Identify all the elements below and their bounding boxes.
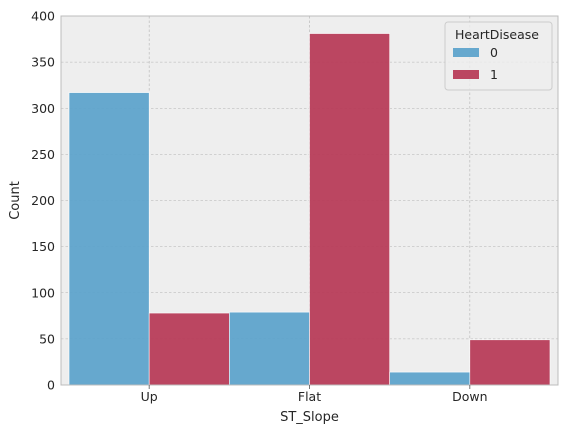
- legend-title: HeartDisease: [455, 27, 539, 42]
- legend-label-1: 1: [490, 67, 498, 82]
- y-tick-label: 100: [31, 285, 55, 300]
- bar-flat-series-1: [309, 33, 390, 386]
- bar-down-series-1: [469, 339, 551, 386]
- bar-flat-series-0: [229, 311, 310, 386]
- y-tick-label: 250: [31, 147, 55, 162]
- legend-label-0: 0: [490, 45, 498, 60]
- x-tick-label: Flat: [298, 389, 321, 404]
- x-tick-label: Up: [141, 389, 158, 404]
- bars: [68, 33, 551, 386]
- y-tick-label: 50: [39, 331, 55, 346]
- y-tick-label: 300: [31, 101, 55, 116]
- legend-swatch-1: [453, 70, 479, 79]
- legend: HeartDisease 0 1: [444, 21, 553, 91]
- x-axis-label: ST_Slope: [280, 410, 339, 425]
- y-tick-label: 0: [47, 378, 55, 393]
- legend-swatch-0: [453, 48, 479, 57]
- y-axis-label: Count: [8, 181, 23, 220]
- y-tick-label: 400: [31, 9, 55, 24]
- bar-up-series-1: [148, 312, 230, 386]
- y-tick-label: 150: [31, 239, 55, 254]
- y-tick-label: 200: [31, 193, 55, 208]
- x-tick-label: Down: [452, 389, 487, 404]
- bar-up-series-0: [68, 92, 150, 386]
- bar-down-series-0: [389, 371, 471, 386]
- axes: 0 50 100 150 200 250 300 350 400 Up Flat Down: [31, 9, 559, 404]
- y-tick-label: 350: [31, 55, 55, 70]
